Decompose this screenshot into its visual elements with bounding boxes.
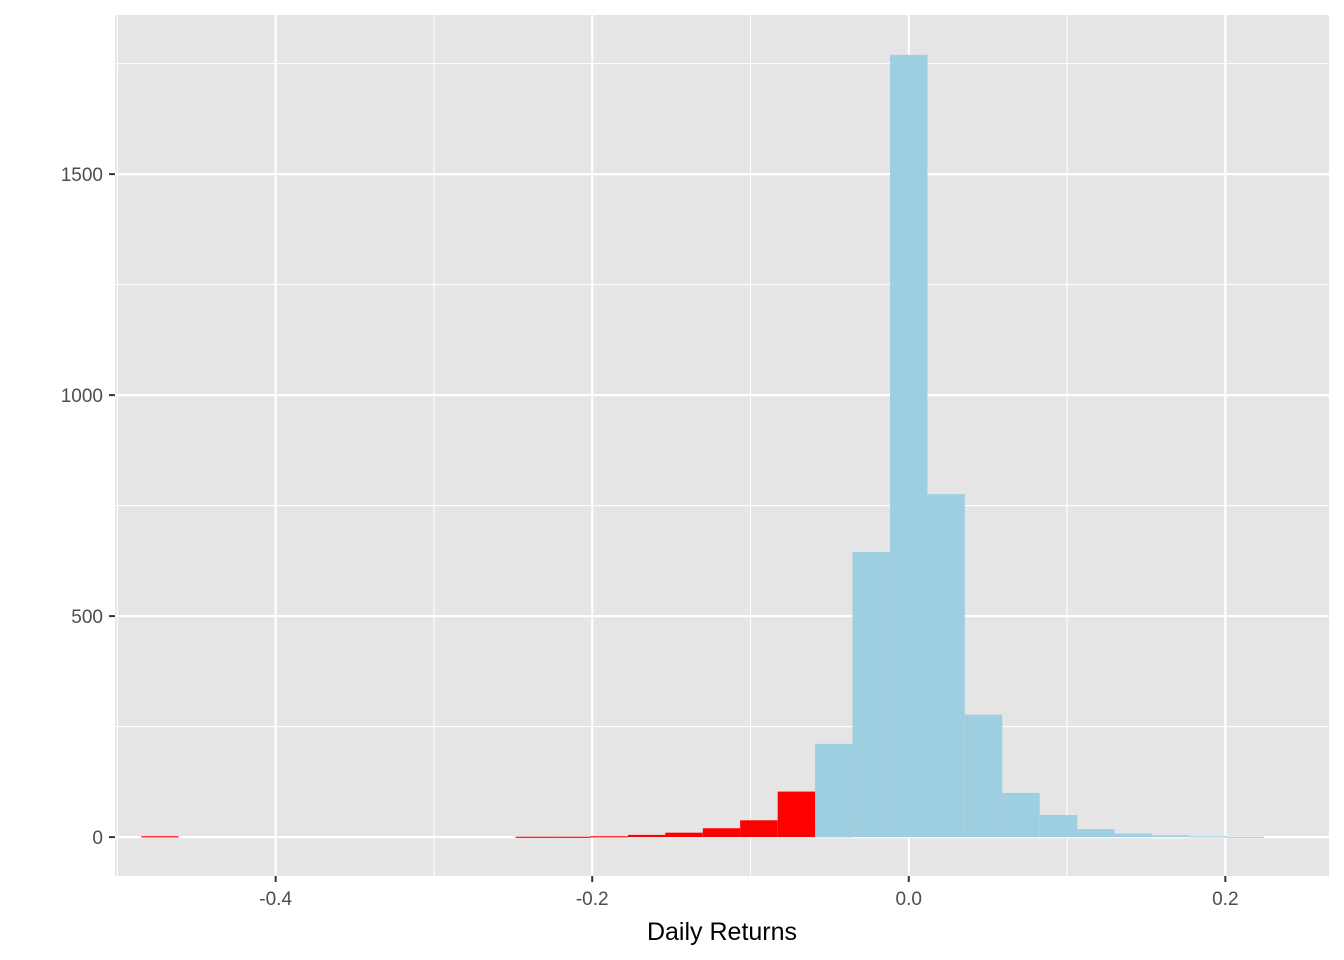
histogram-bar-negative [777,791,816,838]
x-axis-title: Daily Returns [647,918,797,946]
histogram-bar-positive [1077,829,1115,838]
histogram-bar-positive [1039,815,1078,838]
histogram-bar-positive [964,714,1003,838]
histogram-bar-negative [740,820,778,838]
x-tick-label: -0.2 [576,889,609,910]
y-tick-label: 500 [71,607,103,628]
histogram-bar-negative [590,836,628,838]
histogram-bar-positive [852,552,890,838]
histogram-bar-negative [553,836,591,838]
histogram-bar-positive [1002,792,1040,838]
y-tick-label: 0 [92,828,103,849]
y-axis: 0 500 1000 1500 [61,165,115,849]
histogram-bar-negative [627,834,666,838]
histogram-bars [141,54,1265,838]
histogram-bar-positive [890,54,928,838]
y-tick-label: 1500 [61,165,103,186]
histogram-bar-positive [1152,835,1190,838]
histogram-bar-positive [1189,836,1227,838]
histogram-bar-negative [702,828,741,838]
x-tick-label: 0.0 [896,889,922,910]
histogram-bar-positive [927,494,965,838]
histogram-bar-positive [1114,833,1153,838]
grid-minor [115,15,1329,876]
plot-panel [115,15,1329,876]
x-tick-label: -0.4 [259,889,292,910]
histogram-bar-negative [515,836,553,838]
histogram-bar-negative [665,832,703,838]
x-axis: -0.4 -0.2 0.0 0.2 [259,876,1239,910]
y-tick-label: 1000 [61,386,103,407]
histogram-bar-negative [141,836,179,838]
histogram-bar-positive [1226,836,1265,838]
x-tick-label: 0.2 [1212,889,1238,910]
histogram-bar-positive [815,743,853,838]
